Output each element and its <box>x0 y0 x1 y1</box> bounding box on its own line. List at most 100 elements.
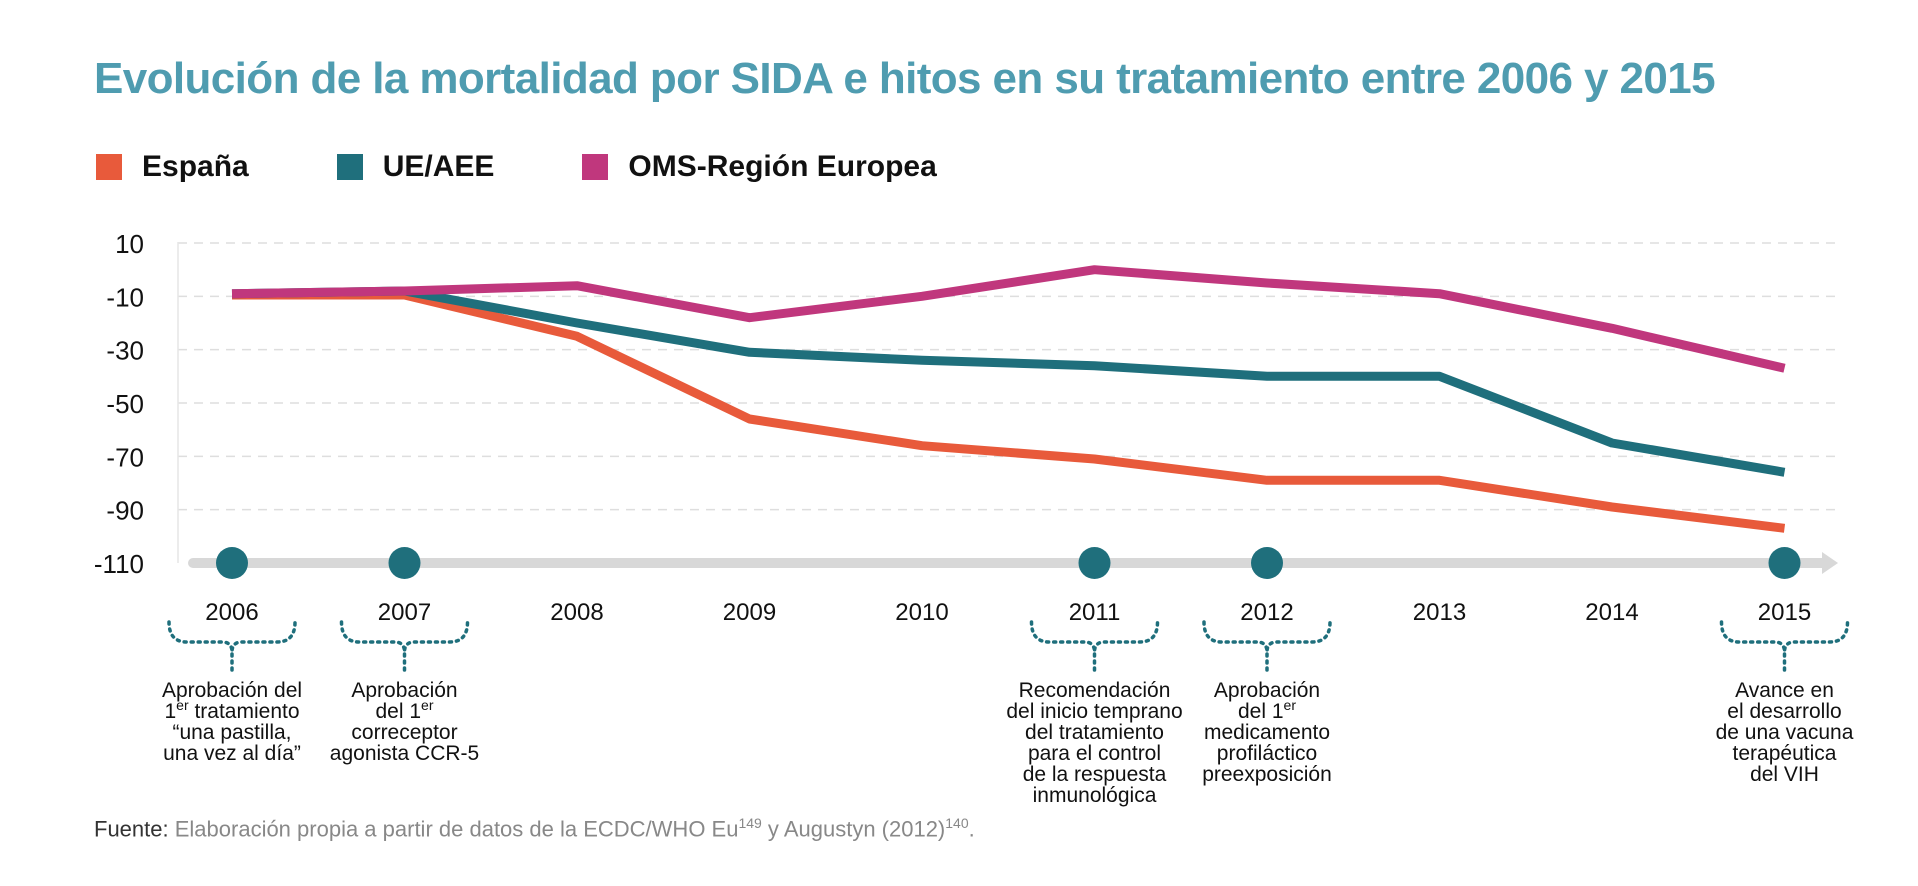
y-tick-label: -50 <box>106 389 144 419</box>
milestone-text-part: del 1 <box>376 700 422 723</box>
x-tick-label: 2006 <box>205 599 258 626</box>
x-tick-label: 2015 <box>1758 599 1811 626</box>
milestone-text-part: Recomendación <box>1019 679 1171 702</box>
milestone-text-part: Aprobación <box>351 679 457 702</box>
milestone-text: agonista CCR-5 <box>330 742 479 765</box>
milestone-text: Aprobación <box>1214 679 1320 702</box>
milestone-marker <box>1768 547 1801 579</box>
series-line-3 <box>231 265 1786 373</box>
milestone-text-part: una vez al día” <box>163 742 301 765</box>
milestone-text: terapéutica <box>1733 742 1837 765</box>
milestone-text-part: Aprobación <box>1214 679 1320 702</box>
milestone-text-part: medicamento <box>1204 721 1330 744</box>
milestone-text-part: del 1 <box>1238 700 1284 723</box>
source-end: . <box>968 816 975 842</box>
y-tick-label: -90 <box>106 496 144 526</box>
milestone-text-part: tratamiento <box>189 700 300 723</box>
milestone-brace <box>1719 620 1850 653</box>
milestone-text-part: Aprobación del <box>162 679 302 702</box>
milestone-brace <box>167 620 297 653</box>
milestone-marker <box>1078 547 1111 579</box>
x-tick-label: 2007 <box>378 599 431 626</box>
source-ref: 140 <box>945 815 969 831</box>
milestone-superscript: er <box>421 697 434 713</box>
x-tick-label: 2014 <box>1585 599 1638 626</box>
source-note: Fuente: Elaboración propia a partir de d… <box>94 815 975 842</box>
y-tick-label: -10 <box>106 282 144 312</box>
legend-label: UE/AEE <box>382 150 495 183</box>
milestone-text-part: de la respuesta <box>1023 763 1167 786</box>
milestone-text-part: el desarrollo <box>1727 700 1841 723</box>
legend-label: OMS-Región Europea <box>628 150 937 183</box>
milestone-text-part: preexposición <box>1202 763 1332 786</box>
source-text-2: y Augustyn (2012) <box>761 816 946 842</box>
milestone-text: para el control <box>1028 742 1161 765</box>
milestone-text-part: del inicio temprano <box>1006 700 1182 723</box>
series-line-1 <box>232 290 1786 533</box>
milestone-text-part: terapéutica <box>1733 742 1837 765</box>
legend-item-oms: OMS-Región Europea <box>582 150 937 184</box>
milestone-text: del VIH <box>1750 763 1819 786</box>
milestone-text: 1er tratamiento <box>164 697 299 723</box>
source-text: Elaboración propia a partir de datos de … <box>174 816 739 842</box>
milestone-text: preexposición <box>1202 763 1332 786</box>
timeline-arrow-icon <box>1822 552 1838 574</box>
milestone-brace <box>1202 620 1332 653</box>
milestone-text: del tratamiento <box>1025 721 1164 744</box>
x-tick-label: 2011 <box>1069 599 1121 626</box>
milestone-marker <box>1251 547 1283 579</box>
milestone-text-part: 1 <box>164 700 176 723</box>
legend: España UE/AEE OMS-Región Europea <box>96 150 1025 184</box>
legend-swatch <box>96 154 122 180</box>
legend-label: España <box>142 150 249 183</box>
milestone-text: Avance en <box>1735 679 1834 702</box>
milestone-text-part: profiláctico <box>1217 742 1317 765</box>
milestone-text: medicamento <box>1204 721 1330 744</box>
x-tick-label: 2009 <box>723 599 776 626</box>
legend-swatch <box>336 154 363 180</box>
chart-title: Evolución de la mortalidad por SIDA e hi… <box>94 54 1716 103</box>
milestone-text: “una pastilla, <box>172 721 291 744</box>
x-tick-label: 2012 <box>1240 599 1293 626</box>
milestone-text-part: inmunológica <box>1033 784 1157 807</box>
legend-item-ue-aee: UE/AEE <box>336 150 495 184</box>
milestone-text: de la respuesta <box>1023 763 1167 786</box>
y-tick-label: 10 <box>115 229 144 259</box>
milestone-superscript: er <box>1284 697 1297 713</box>
x-tick-label: 2013 <box>1413 599 1466 626</box>
milestone-text: correceptor <box>351 721 457 744</box>
source-lead: Fuente: <box>94 816 169 842</box>
milestone-text: una vez al día” <box>163 742 301 765</box>
y-tick-label: -70 <box>106 442 144 472</box>
milestone-text: inmunológica <box>1033 784 1157 807</box>
milestone-text: del 1er <box>376 697 434 723</box>
milestone-brace <box>1029 620 1160 653</box>
milestone-text-part: agonista CCR-5 <box>330 742 479 765</box>
milestone-brace <box>339 620 470 653</box>
milestone-text-part: correceptor <box>351 721 457 744</box>
milestone-text: del 1er <box>1238 697 1296 723</box>
legend-item-espana: España <box>96 150 249 184</box>
x-tick-label: 2010 <box>895 599 948 626</box>
series-line-2 <box>231 286 1786 477</box>
milestone-text-part: del tratamiento <box>1025 721 1164 744</box>
milestone-text-part: “una pastilla, <box>172 721 291 744</box>
milestone-text: Recomendación <box>1019 679 1171 702</box>
milestone-text: del inicio temprano <box>1006 700 1182 723</box>
source-ref: 149 <box>738 815 762 831</box>
milestone-text: de una vacuna <box>1716 721 1854 744</box>
milestone-superscript: er <box>176 697 189 713</box>
milestone-text: el desarrollo <box>1727 700 1841 723</box>
milestone-text-part: Avance en <box>1735 679 1834 702</box>
milestone-text-part: para el control <box>1028 742 1161 765</box>
milestone-marker <box>216 547 248 579</box>
milestone-text: Aprobación del <box>162 679 302 702</box>
milestone-text-part: de una vacuna <box>1716 721 1854 744</box>
y-tick-label: -110 <box>94 549 144 579</box>
x-tick-label: 2008 <box>550 599 603 626</box>
milestone-text: profiláctico <box>1217 742 1317 765</box>
milestone-marker <box>388 547 421 579</box>
milestone-text: Aprobación <box>351 679 457 702</box>
milestone-text-part: del VIH <box>1750 763 1819 786</box>
